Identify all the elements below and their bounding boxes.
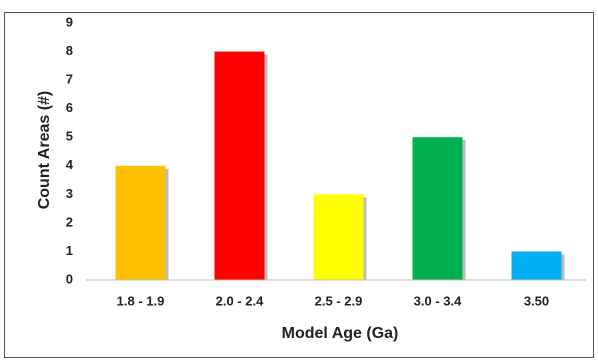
x-tick-label: 1.8 - 1.9 bbox=[117, 293, 165, 308]
bar bbox=[214, 51, 265, 280]
x-tick-label: 2.5 - 2.9 bbox=[315, 293, 363, 308]
x-tick-label: 3.50 bbox=[524, 293, 549, 308]
y-tick-label: 8 bbox=[66, 43, 73, 58]
bar bbox=[511, 251, 562, 280]
y-tick-label: 6 bbox=[66, 100, 73, 115]
bar bbox=[115, 165, 166, 280]
y-axis-title: Count Areas (#) bbox=[36, 91, 53, 210]
chart-frame bbox=[4, 12, 594, 358]
x-tick-label: 2.0 - 2.4 bbox=[216, 293, 264, 308]
y-tick-label: 0 bbox=[66, 271, 73, 286]
y-tick-label: 3 bbox=[66, 186, 73, 201]
y-tick-label: 7 bbox=[66, 72, 73, 87]
y-tick-label: 4 bbox=[66, 157, 74, 172]
y-tick-label: 9 bbox=[66, 14, 73, 29]
x-axis-title: Model Age (Ga) bbox=[282, 325, 399, 342]
y-tick-label: 1 bbox=[66, 243, 73, 258]
x-tick-label: 3.0 - 3.4 bbox=[414, 293, 462, 308]
y-tick-label: 5 bbox=[66, 129, 73, 144]
bar bbox=[412, 137, 463, 280]
bar bbox=[313, 194, 364, 280]
y-tick-label: 2 bbox=[66, 214, 73, 229]
